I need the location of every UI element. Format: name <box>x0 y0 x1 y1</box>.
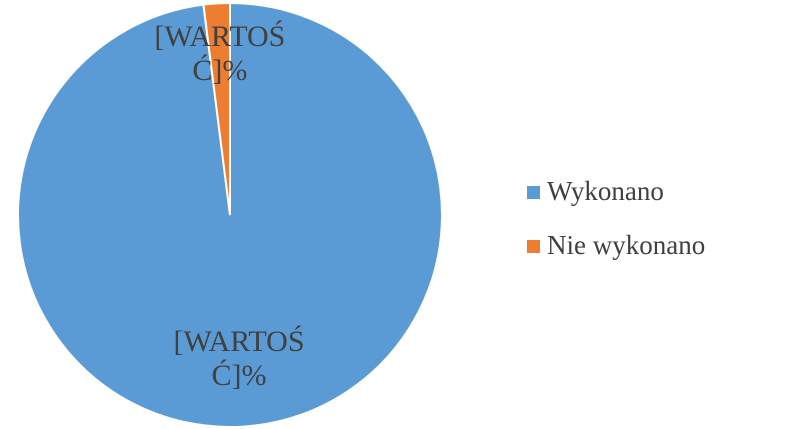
legend-swatch <box>527 240 540 253</box>
data-label: [WARTOŚĆ]% <box>173 324 305 392</box>
pie-slice <box>202 1 231 216</box>
legend-label: Nie wykonano <box>547 230 706 260</box>
legend-swatch <box>527 186 540 199</box>
legend-label: Wykonano <box>547 176 664 206</box>
data-label: [WARTOŚĆ]% <box>154 20 286 88</box>
